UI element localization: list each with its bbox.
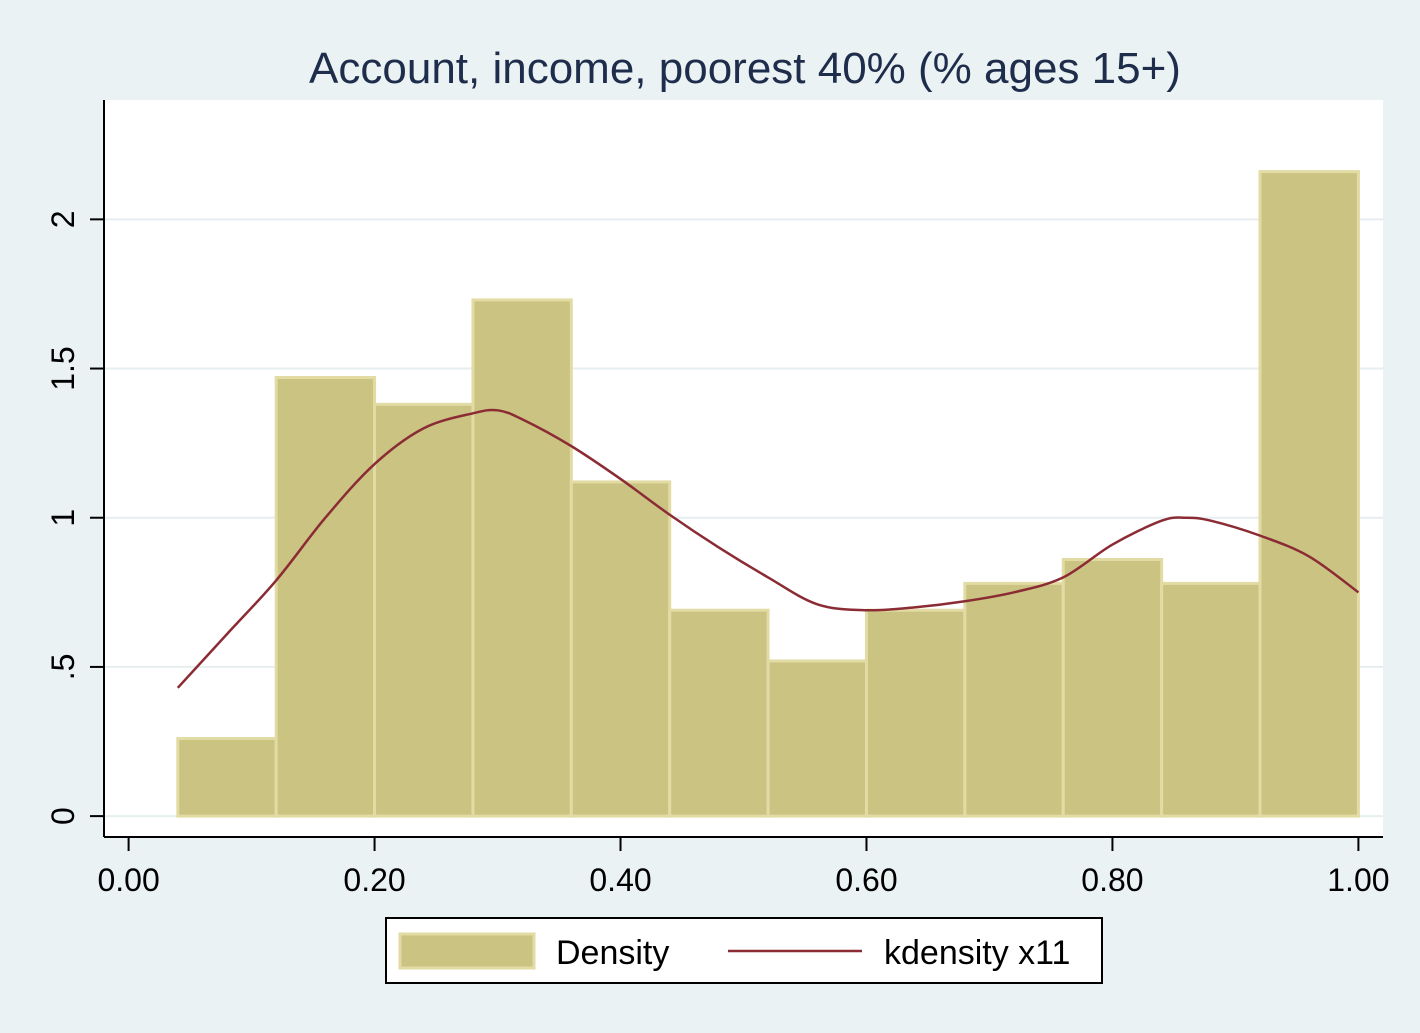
histogram-bar-5 [668, 608, 770, 818]
histogram-bar-0 [176, 737, 278, 818]
y-tick-label-3: 1.5 [45, 346, 81, 390]
histogram-bar-8 [963, 581, 1065, 818]
chart-title: Account, income, poorest 40% (% ages 15+… [309, 44, 1181, 93]
x-tick-label-1: 0.20 [343, 862, 405, 898]
histogram-bar-2 [373, 402, 475, 818]
histogram-bars [176, 170, 1360, 818]
x-tick-label-3: 0.60 [835, 862, 897, 898]
axes: 0 .5 1 1.5 2 0.00 0.20 0.40 0.60 0.80 1.00 [45, 100, 1390, 898]
x-tick-label-5: 1.00 [1327, 862, 1389, 898]
histogram-bar-10 [1160, 581, 1262, 818]
histogram-bar-7 [864, 608, 967, 818]
y-tick-label-0: 0 [45, 807, 81, 825]
x-tick-label-0: 0.00 [97, 862, 159, 898]
histogram-bar-11 [1258, 170, 1360, 818]
y-tick-label-2: 1 [45, 509, 81, 527]
histogram-bar-9 [1061, 558, 1164, 818]
legend-label-kdensity: kdensity x11 [884, 934, 1070, 972]
histogram-bar-3 [471, 298, 573, 818]
x-tick-label-4: 0.80 [1081, 862, 1143, 898]
kdensity-line [176, 408, 1360, 689]
y-tick-label-4: 2 [45, 210, 81, 228]
histogram-bar-1 [274, 375, 377, 818]
legend-swatch-density [398, 932, 536, 970]
legend: Density kdensity x11 [385, 917, 1103, 984]
legend-label-density: Density [556, 934, 669, 972]
histogram-bar-4 [569, 480, 672, 818]
y-tick-label-1: .5 [45, 654, 81, 681]
x-tick-label-2: 0.40 [589, 862, 651, 898]
histogram-bar-6 [766, 659, 868, 818]
